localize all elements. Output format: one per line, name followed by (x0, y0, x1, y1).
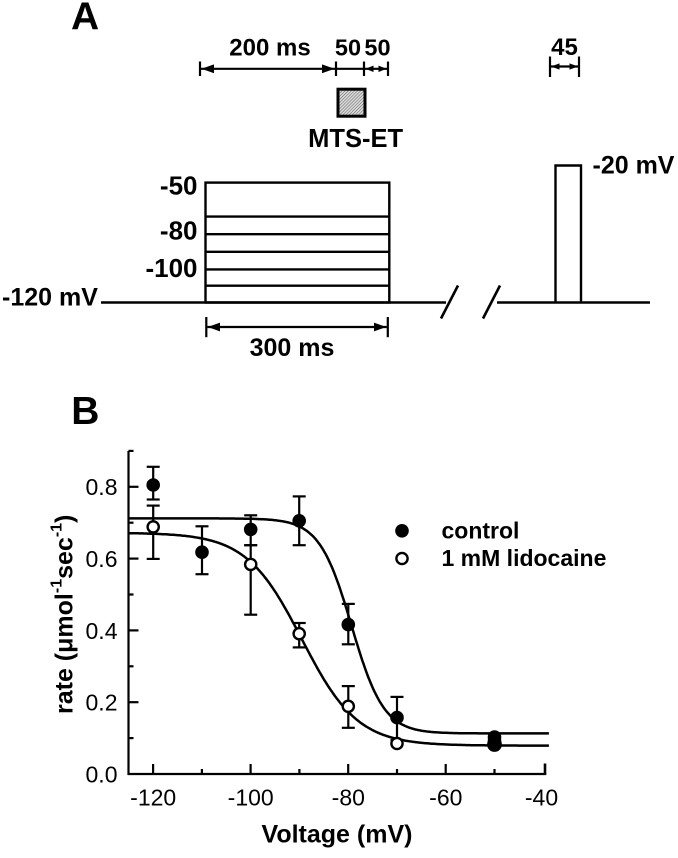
svg-text:-120 mV: -120 mV (2, 284, 98, 312)
svg-text:-60: -60 (429, 784, 462, 810)
svg-text:45: 45 (551, 34, 578, 61)
svg-text:-40: -40 (525, 784, 558, 810)
svg-text:0.8: 0.8 (86, 474, 118, 500)
svg-text:-80: -80 (160, 216, 198, 246)
svg-text:0.6: 0.6 (86, 546, 118, 572)
svg-text:control: control (442, 518, 520, 544)
svg-text:A: A (71, 0, 99, 39)
svg-text:Voltage (mV): Voltage (mV) (262, 821, 413, 849)
svg-text:1 mM lidocaine: 1 mM lidocaine (442, 545, 607, 571)
svg-text:-100: -100 (145, 253, 197, 283)
svg-text:0.4: 0.4 (86, 618, 118, 644)
svg-text:300 ms: 300 ms (250, 334, 335, 362)
svg-text:200 ms: 200 ms (229, 34, 310, 61)
svg-text:50: 50 (335, 34, 361, 60)
svg-text:-100: -100 (228, 784, 274, 810)
svg-text:-80: -80 (332, 784, 365, 810)
svg-text:-50: -50 (160, 170, 198, 200)
svg-text:B: B (71, 390, 99, 433)
svg-text:50: 50 (364, 34, 390, 60)
svg-text:-120: -120 (130, 784, 176, 810)
svg-text:-20 mV: -20 mV (593, 152, 675, 180)
svg-text:MTS-ET: MTS-ET (308, 125, 403, 153)
svg-text:0.0: 0.0 (86, 761, 118, 787)
svg-text:0.2: 0.2 (86, 690, 118, 716)
svg-text:rate (μmol-1sec-1): rate (μmol-1sec-1) (49, 515, 79, 714)
